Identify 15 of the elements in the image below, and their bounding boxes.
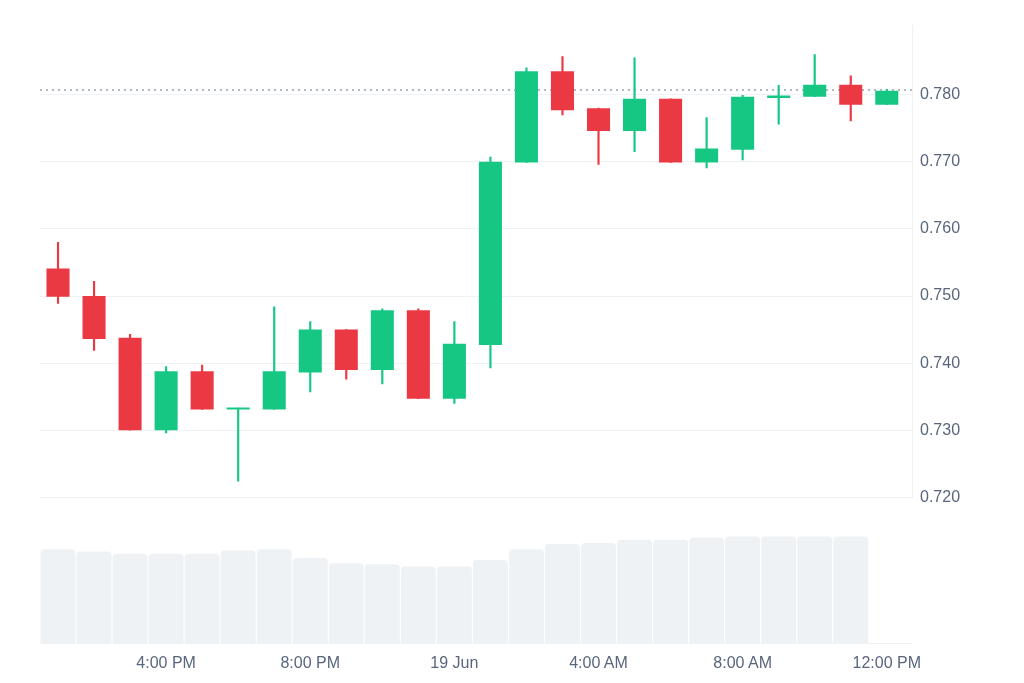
y-tick-label: 0.740 [920, 353, 961, 371]
x-tick-label: 12:00 PM [852, 653, 922, 671]
candlestick [623, 57, 647, 153]
x-tick-label: 19 Jun [430, 653, 479, 671]
y-tick-label: 0.760 [920, 219, 961, 237]
x-tick-label: 4:00 AM [569, 653, 628, 671]
x-tick-label: 8:00 AM [713, 653, 772, 671]
y-tick-label: 0.780 [920, 85, 961, 103]
y-tick-label: 0.720 [920, 487, 961, 505]
x-tick-label: 8:00 PM [280, 653, 341, 671]
y-tick-label: 0.730 [920, 420, 961, 438]
x-tick-label: 4:00 PM [136, 653, 196, 671]
y-tick-label: 0.750 [920, 286, 961, 304]
y-tick-label: 0.770 [920, 152, 961, 170]
candlestick [226, 407, 250, 482]
